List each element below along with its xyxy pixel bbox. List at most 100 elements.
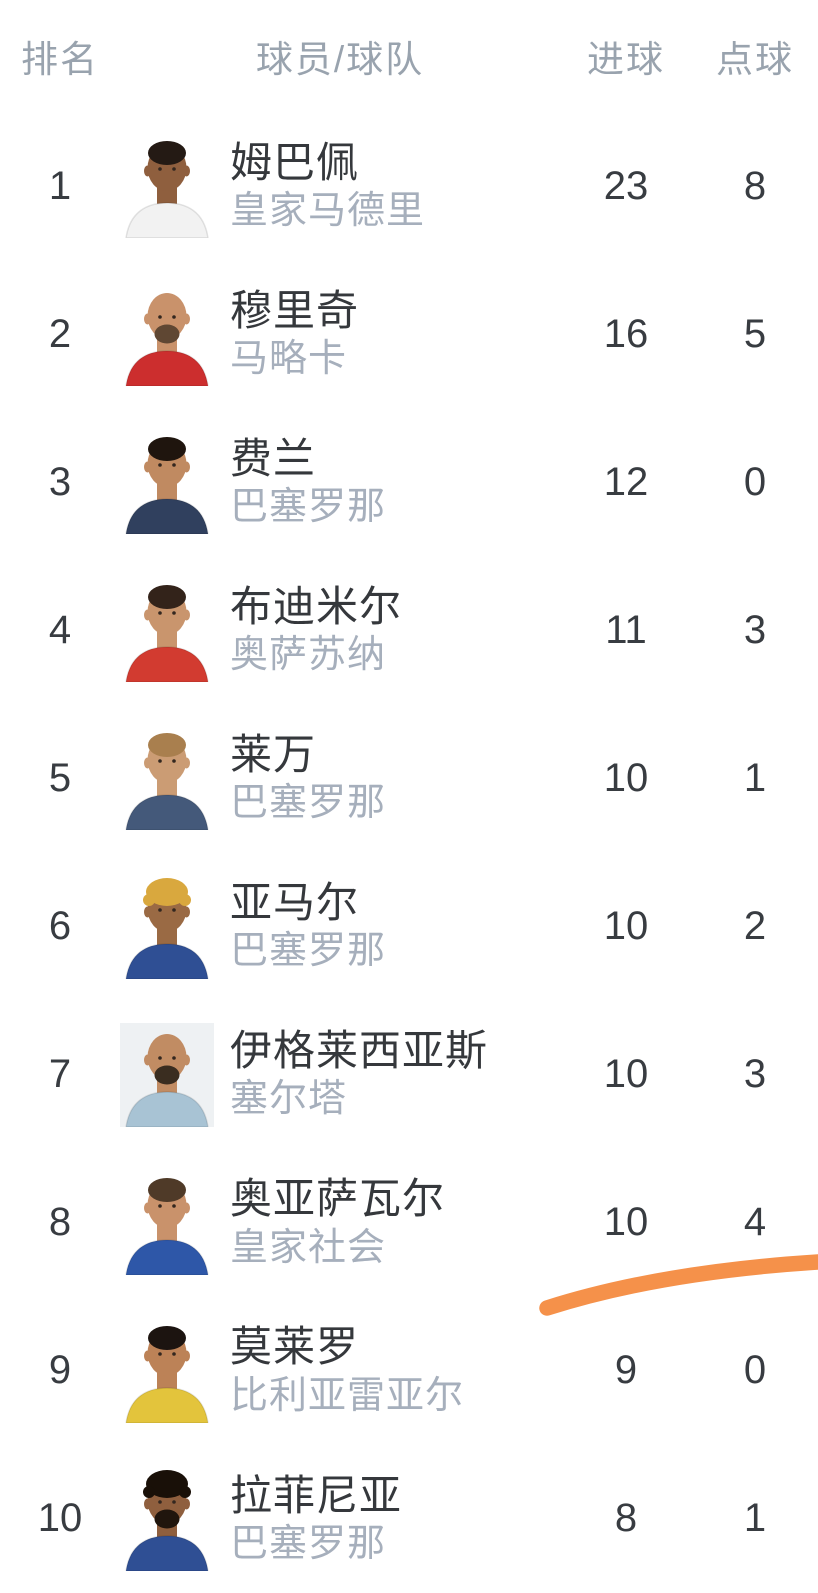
avatar bbox=[120, 282, 214, 387]
player-cell: 拉菲尼亚 巴塞罗那 bbox=[120, 1466, 560, 1571]
rank-value: 10 bbox=[37, 1496, 83, 1541]
rank-value: 5 bbox=[48, 755, 72, 800]
player-name: 莫莱罗 bbox=[230, 1323, 360, 1371]
team-name: 巴塞罗那 bbox=[230, 930, 387, 973]
player-photo bbox=[120, 1022, 214, 1127]
goals-value: 10 bbox=[603, 755, 649, 800]
player-photo bbox=[120, 578, 214, 683]
player-photo bbox=[120, 874, 214, 979]
table-row[interactable]: 8 奥亚萨瓦尔 皇家社会 10 4 bbox=[0, 1149, 818, 1297]
penalties-value: 5 bbox=[743, 311, 767, 356]
player-cell: 奥亚萨瓦尔 皇家社会 bbox=[120, 1170, 560, 1275]
player-photo bbox=[120, 282, 214, 387]
player-cell: 布迪米尔 奥萨苏纳 bbox=[120, 578, 560, 683]
penalties-value: 3 bbox=[743, 1052, 767, 1097]
avatar bbox=[120, 874, 214, 979]
player-photo bbox=[120, 1466, 214, 1571]
player-name-block: 莫莱罗 比利亚雷亚尔 bbox=[230, 1321, 464, 1420]
team-name: 马略卡 bbox=[230, 338, 348, 380]
player-name-block: 姆巴佩 皇家马德里 bbox=[230, 137, 425, 236]
table-row[interactable]: 9 莫莱罗 比利亚雷亚尔 9 0 bbox=[0, 1297, 818, 1445]
player-name: 亚马尔 bbox=[230, 879, 360, 927]
table-row[interactable]: 5 莱万 巴塞罗那 10 1 bbox=[0, 704, 818, 852]
avatar bbox=[120, 726, 214, 831]
player-name-block: 布迪米尔 奥萨苏纳 bbox=[230, 581, 402, 680]
avatar bbox=[120, 1318, 214, 1423]
goals-value: 23 bbox=[603, 163, 649, 208]
player-name: 拉菲尼亚 bbox=[230, 1471, 403, 1519]
player-photo bbox=[120, 1318, 214, 1423]
player-name-block: 费兰 巴塞罗那 bbox=[230, 433, 386, 532]
avatar bbox=[120, 1466, 214, 1571]
team-name: 比利亚雷亚尔 bbox=[230, 1374, 465, 1417]
rank-value: 2 bbox=[48, 311, 72, 356]
avatar bbox=[120, 134, 214, 239]
col-header-penalties: 点球 bbox=[716, 39, 794, 80]
player-cell: 亚马尔 巴塞罗那 bbox=[120, 874, 560, 979]
table-row[interactable]: 7 伊格莱西亚斯 塞尔塔 10 3 bbox=[0, 1001, 818, 1149]
goals-value: 16 bbox=[603, 311, 649, 356]
team-name: 巴塞罗那 bbox=[230, 1522, 387, 1565]
player-photo bbox=[120, 134, 214, 239]
table-row[interactable]: 4 布迪米尔 奥萨苏纳 11 3 bbox=[0, 556, 818, 704]
goals-value: 9 bbox=[614, 1348, 638, 1393]
goals-value: 8 bbox=[614, 1496, 638, 1541]
team-name: 塞尔塔 bbox=[230, 1078, 348, 1121]
avatar bbox=[120, 430, 214, 535]
col-header-player-team: 球员/球队 bbox=[255, 39, 425, 80]
penalties-value: 3 bbox=[743, 607, 767, 652]
player-name: 穆里奇 bbox=[230, 286, 360, 334]
rank-value: 7 bbox=[48, 1052, 72, 1097]
team-name: 奥萨苏纳 bbox=[230, 634, 387, 677]
penalties-value: 0 bbox=[743, 1348, 767, 1393]
penalties-value: 8 bbox=[743, 163, 767, 208]
team-name: 巴塞罗那 bbox=[230, 782, 387, 825]
penalties-value: 0 bbox=[743, 459, 767, 504]
player-cell: 穆里奇 马略卡 bbox=[120, 282, 560, 387]
team-name: 皇家马德里 bbox=[230, 189, 426, 232]
penalties-value: 1 bbox=[743, 755, 767, 800]
team-name: 巴塞罗那 bbox=[230, 486, 387, 529]
player-cell: 伊格莱西亚斯 塞尔塔 bbox=[120, 1022, 560, 1127]
rank-value: 8 bbox=[48, 1200, 72, 1245]
player-photo bbox=[120, 1170, 214, 1275]
player-name: 奥亚萨瓦尔 bbox=[230, 1175, 446, 1223]
player-photo bbox=[120, 430, 214, 535]
avatar bbox=[120, 1170, 214, 1275]
goals-value: 11 bbox=[605, 607, 647, 652]
table-row[interactable]: 10 拉菲尼亚 巴塞罗那 8 1 bbox=[0, 1445, 818, 1593]
rank-value: 3 bbox=[48, 459, 72, 504]
player-name-block: 莱万 巴塞罗那 bbox=[230, 729, 386, 828]
player-cell: 莱万 巴塞罗那 bbox=[120, 726, 560, 831]
penalties-value: 4 bbox=[743, 1200, 767, 1245]
table-row[interactable]: 2 穆里奇 马略卡 16 5 bbox=[0, 260, 818, 408]
player-name-block: 奥亚萨瓦尔 皇家社会 bbox=[230, 1173, 445, 1272]
player-cell: 费兰 巴塞罗那 bbox=[120, 430, 560, 535]
table-row[interactable]: 1 姆巴佩 皇家马德里 23 8 bbox=[0, 112, 818, 260]
player-name: 伊格莱西亚斯 bbox=[230, 1027, 489, 1075]
player-name-block: 伊格莱西亚斯 塞尔塔 bbox=[230, 1025, 488, 1124]
col-header-rank: 排名 bbox=[21, 39, 99, 80]
goals-value: 10 bbox=[603, 1200, 649, 1245]
table-body: 1 姆巴佩 皇家马德里 23 8 2 穆里奇 马略卡 16 5 3 费兰 巴塞罗那 12 0 4 布迪米尔 奥萨苏… bbox=[0, 112, 818, 1593]
team-name: 皇家社会 bbox=[230, 1226, 387, 1269]
table-row[interactable]: 3 费兰 巴塞罗那 12 0 bbox=[0, 408, 818, 556]
avatar bbox=[120, 578, 214, 683]
player-cell: 莫莱罗 比利亚雷亚尔 bbox=[120, 1318, 560, 1423]
penalties-value: 1 bbox=[743, 1496, 767, 1541]
player-name: 莱万 bbox=[230, 731, 317, 779]
col-header-goals: 进球 bbox=[587, 39, 665, 80]
rank-value: 1 bbox=[48, 163, 72, 208]
player-photo bbox=[120, 726, 214, 831]
player-name-block: 穆里奇 马略卡 bbox=[230, 285, 359, 384]
avatar bbox=[120, 1022, 214, 1127]
penalties-value: 2 bbox=[743, 904, 767, 949]
rank-value: 6 bbox=[48, 904, 72, 949]
player-cell: 姆巴佩 皇家马德里 bbox=[120, 134, 560, 239]
goals-value: 10 bbox=[603, 1052, 649, 1097]
player-name-block: 拉菲尼亚 巴塞罗那 bbox=[230, 1470, 402, 1569]
goals-value: 12 bbox=[603, 459, 649, 504]
player-name: 姆巴佩 bbox=[230, 138, 360, 186]
table-row[interactable]: 6 亚马尔 巴塞罗那 10 2 bbox=[0, 852, 818, 1000]
